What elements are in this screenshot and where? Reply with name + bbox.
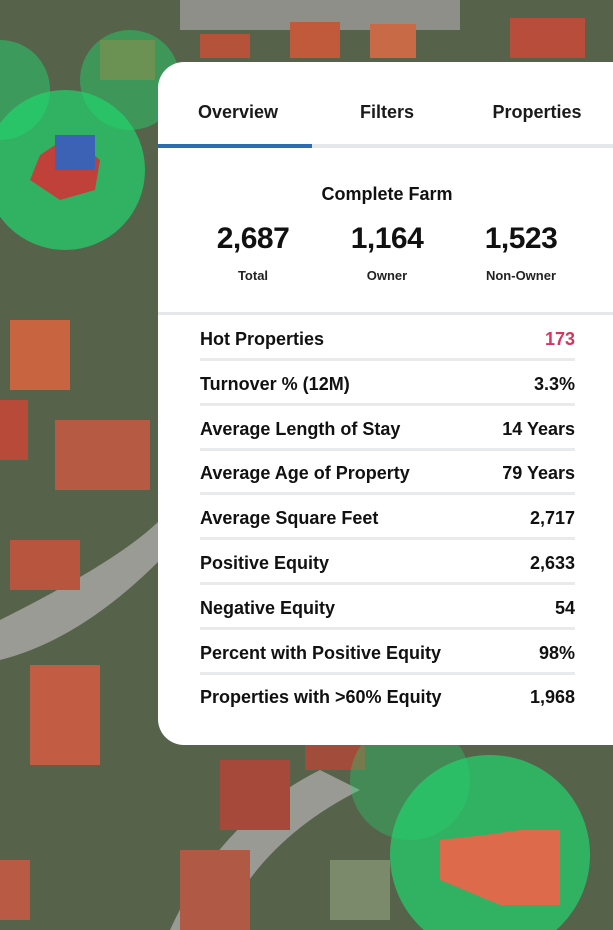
metric-value: 14 Years [502, 419, 575, 440]
metric-label: Properties with >60% Equity [200, 687, 442, 708]
stat: 2,687 Total [183, 222, 323, 283]
metric-label: Hot Properties [200, 329, 324, 350]
metric-row: Turnover % (12M) 3.3% [200, 362, 575, 406]
stat-label: Owner [317, 268, 457, 283]
tab[interactable]: Overview [198, 102, 278, 123]
row-separator [200, 492, 575, 495]
summary-title: Complete Farm [158, 184, 613, 205]
stat-value: 2,687 [183, 222, 323, 256]
metric-row: Average Age of Property 79 Years [200, 451, 575, 495]
row-separator [200, 448, 575, 451]
metric-label: Percent with Positive Equity [200, 643, 441, 664]
row-separator [200, 582, 575, 585]
row-separator [200, 537, 575, 540]
stat-label: Total [183, 268, 323, 283]
row-separator [200, 627, 575, 630]
tab[interactable]: Properties [492, 102, 581, 123]
divider [158, 312, 613, 315]
metric-value: 1,968 [530, 687, 575, 708]
metric-value: 2,633 [530, 553, 575, 574]
metric-value: 79 Years [502, 463, 575, 484]
metric-value: 54 [555, 598, 575, 619]
metric-row: Percent with Positive Equity 98% [200, 631, 575, 675]
page: Overview Filters Properties Complete Far… [0, 0, 613, 930]
stat: 1,164 Owner [317, 222, 457, 283]
metric-row: Hot Properties 173 [200, 317, 575, 361]
stat-label: Non-Owner [451, 268, 591, 283]
metric-label: Average Square Feet [200, 508, 378, 529]
stat-value: 1,523 [451, 222, 591, 256]
stat-value: 1,164 [317, 222, 457, 256]
metric-row: Properties with >60% Equity 1,968 [200, 675, 575, 719]
metric-label: Turnover % (12M) [200, 374, 350, 395]
metric-value: 98% [539, 643, 575, 664]
metric-value: 173 [545, 329, 575, 350]
metric-row: Average Length of Stay 14 Years [200, 407, 575, 451]
overview-card: Overview Filters Properties Complete Far… [158, 62, 613, 745]
metric-row: Average Square Feet 2,717 [200, 496, 575, 540]
metric-label: Negative Equity [200, 598, 335, 619]
stat: 1,523 Non-Owner [451, 222, 591, 283]
row-separator [200, 403, 575, 406]
metric-label: Average Age of Property [200, 463, 410, 484]
active-tab-indicator [158, 144, 312, 148]
metric-label: Positive Equity [200, 553, 329, 574]
metric-value: 3.3% [534, 374, 575, 395]
metric-row: Negative Equity 54 [200, 586, 575, 630]
metric-value: 2,717 [530, 508, 575, 529]
metric-label: Average Length of Stay [200, 419, 400, 440]
tab[interactable]: Filters [360, 102, 414, 123]
row-separator [200, 358, 575, 361]
row-separator [200, 672, 575, 675]
metric-row: Positive Equity 2,633 [200, 541, 575, 585]
